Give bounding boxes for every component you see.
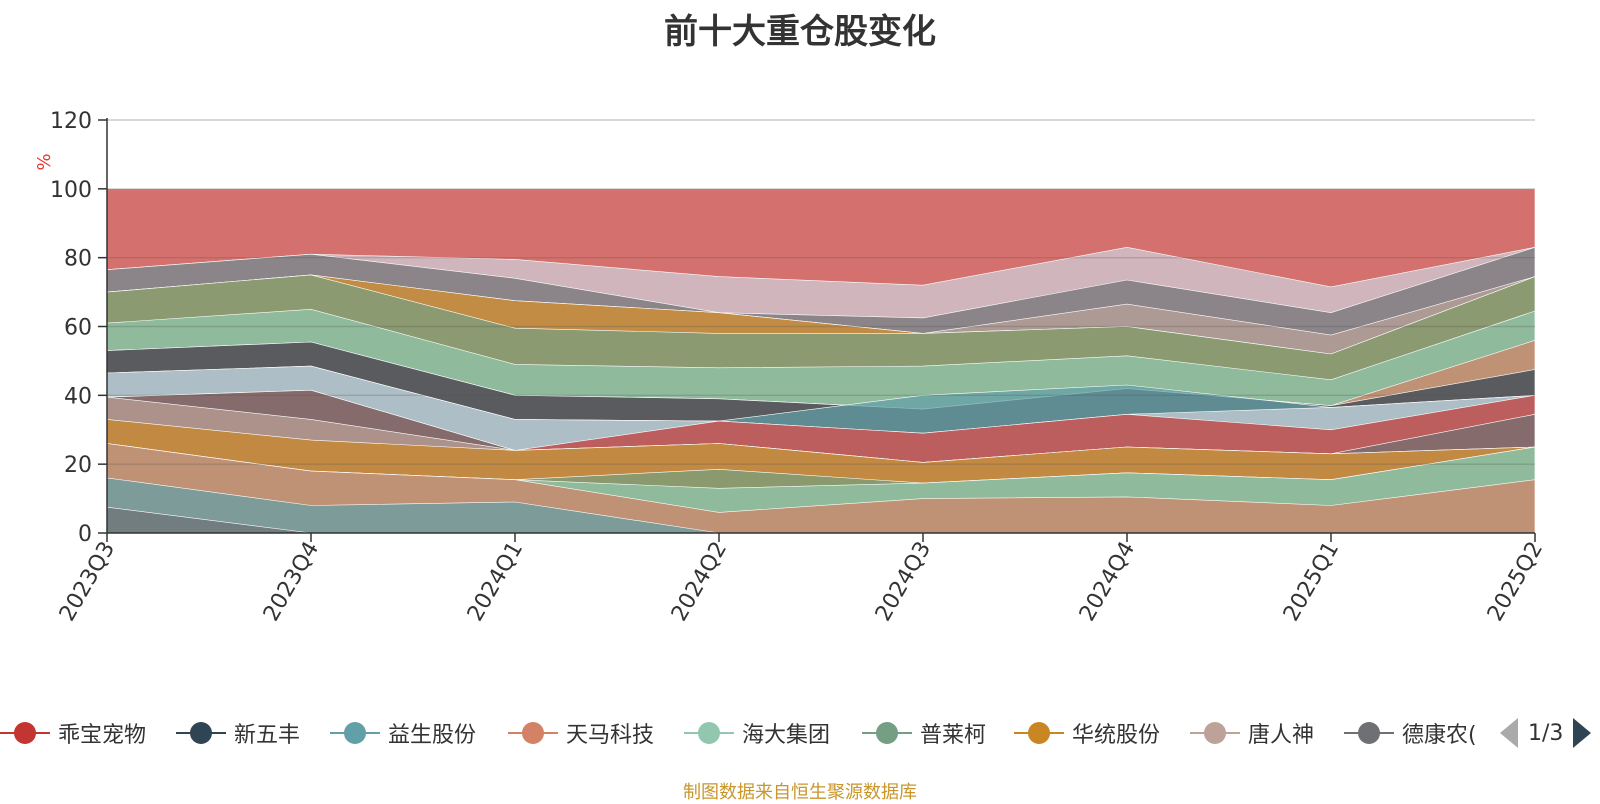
legend-item-6[interactable]: 华统股份 [1014,718,1160,748]
legend-marker-icon [1190,718,1240,748]
y-axis-title: % [34,153,55,170]
legend-item-7[interactable]: 唐人神 [1190,718,1314,748]
legend-marker-icon [330,718,380,748]
x-tick-label-1: 2023Q4 [259,538,324,626]
axes [98,118,1536,542]
legend-item-0[interactable]: 乖宝宠物 [0,718,146,748]
y-tick-labels: 0 20 40 60 80 100 120 [50,109,92,547]
legend-item-8[interactable]: 德康农( [1344,718,1486,748]
legend: 乖宝宠物 新五丰 益生股份 天马科技 海大集团 普莱柯 华统股份 唐人神 德康农… [0,718,1600,748]
legend-marker-icon [1344,718,1394,748]
y-tick-label-2: 40 [64,384,92,409]
x-tick-label-4: 2024Q3 [871,538,936,626]
x-tick-label-0: 2023Q3 [55,538,120,626]
legend-pager: 1/3 [1500,718,1592,748]
y-tick-label-3: 60 [64,316,92,341]
legend-label: 天马科技 [566,723,655,748]
legend-item-1[interactable]: 新五丰 [176,718,300,748]
x-tick-label-2: 2024Q1 [463,538,528,626]
legend-label: 普莱柯 [920,723,987,748]
y-tick-label-4: 80 [64,247,92,272]
area-bands [106,188,1536,534]
area-chart: 0 20 40 60 80 100 120 2023Q3 2023Q4 2024Q1 2024Q2… [34,109,1548,626]
legend-label: 海大集团 [742,723,831,748]
y-tick-label-1: 20 [64,453,92,478]
y-tick-label-5: 100 [50,178,92,203]
legend-item-5[interactable]: 普莱柯 [862,718,986,748]
legend-marker-icon [1014,718,1064,748]
x-tick-label-6: 2025Q1 [1279,538,1344,626]
legend-marker-icon [0,718,50,748]
pager-next-icon[interactable] [1573,718,1592,748]
y-tick-label-6: 120 [50,109,92,134]
pager-prev-icon[interactable] [1500,718,1518,748]
x-tick-labels: 2023Q3 2023Q4 2024Q1 2024Q2 2024Q3 2024Q4 2025… [55,538,1548,626]
legend-item-3[interactable]: 天马科技 [508,718,654,748]
legend-marker-icon [508,718,558,748]
x-tick-label-3: 2024Q2 [667,538,732,626]
legend-marker-icon [684,718,734,748]
legend-label: 新五丰 [234,723,301,748]
legend-marker-icon [862,718,912,748]
legend-marker-icon [176,718,226,748]
footnote: 制图数据来自恒生聚源数据库 [683,782,917,803]
pager-text: 1/3 [1528,720,1564,746]
y-tick-label-0: 0 [78,522,92,547]
legend-label: 乖宝宠物 [58,723,147,748]
legend-label: 华统股份 [1072,723,1161,748]
legend-label: 唐人神 [1248,723,1315,748]
legend-label: 益生股份 [388,723,477,748]
legend-item-4[interactable]: 海大集团 [684,718,830,748]
x-tick-label-7: 2025Q2 [1483,538,1548,626]
x-tick-label-5: 2024Q4 [1075,538,1140,626]
legend-item-2[interactable]: 益生股份 [330,718,476,748]
gridlines [107,119,1535,465]
legend-label: 德康农( [1402,723,1477,748]
chart-title: 前十大重仓股变化 [664,12,936,52]
